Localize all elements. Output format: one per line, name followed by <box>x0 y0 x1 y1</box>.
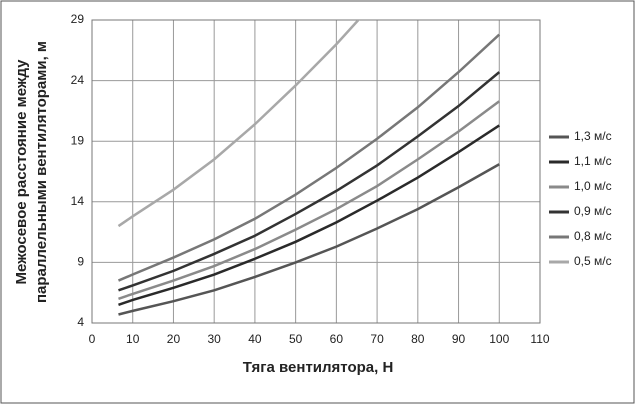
x-tick-label: 50 <box>289 332 303 346</box>
legend-label: 0,5 м/с <box>574 254 612 268</box>
y-axis-title: параллельными вентиляторами, м <box>33 41 50 303</box>
y-axis-title: Межосевое расстояние между <box>13 59 30 285</box>
legend-label: 0,9 м/с <box>574 204 612 218</box>
line <box>118 163 500 316</box>
line <box>118 71 501 292</box>
x-tick-label: 70 <box>370 332 384 346</box>
line <box>117 33 501 282</box>
x-tick-label: 40 <box>248 332 262 346</box>
plot-border <box>91 19 541 324</box>
line <box>117 20 361 228</box>
x-tick-label: 80 <box>411 332 425 346</box>
legend-label: 1,3 м/с <box>574 129 612 143</box>
x-tick-label: 20 <box>167 332 181 346</box>
x-tick-label: 60 <box>330 332 344 346</box>
legend-label: 1,1 м/с <box>574 154 612 168</box>
y-tick-label: 14 <box>71 194 85 208</box>
x-tick-label: 0 <box>89 332 96 346</box>
x-axis-title: Тяга вентилятора, Н <box>243 359 394 376</box>
x-tick-label: 30 <box>208 332 222 346</box>
plot-lines <box>117 20 501 316</box>
x-tick-label: 100 <box>489 332 509 346</box>
line <box>118 100 501 300</box>
x-tick-label: 90 <box>452 332 466 346</box>
line <box>118 124 500 307</box>
y-tick-label: 9 <box>77 255 84 269</box>
y-tick-label: 24 <box>71 73 85 87</box>
y-tick-label: 19 <box>71 133 85 147</box>
legend-label: 0,8 м/с <box>574 229 612 243</box>
y-tick-label: 29 <box>71 12 85 26</box>
legend-label: 1,0 м/с <box>574 179 612 193</box>
y-tick-label: 4 <box>77 315 84 329</box>
x-tick-label: 10 <box>126 332 140 346</box>
x-tick-label: 110 <box>530 332 549 346</box>
